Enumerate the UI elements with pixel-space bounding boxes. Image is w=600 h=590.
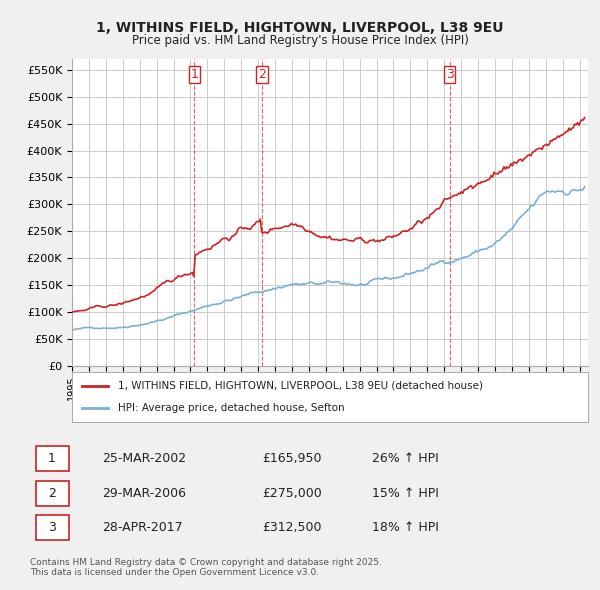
Text: 2: 2	[258, 68, 266, 81]
Text: 1, WITHINS FIELD, HIGHTOWN, LIVERPOOL, L38 9EU: 1, WITHINS FIELD, HIGHTOWN, LIVERPOOL, L…	[96, 21, 504, 35]
Text: 2: 2	[48, 487, 56, 500]
Text: 1: 1	[190, 68, 198, 81]
FancyBboxPatch shape	[35, 446, 68, 471]
Text: 26% ↑ HPI: 26% ↑ HPI	[372, 453, 439, 466]
Text: £312,500: £312,500	[262, 522, 322, 535]
Text: Contains HM Land Registry data © Crown copyright and database right 2025.
This d: Contains HM Land Registry data © Crown c…	[30, 558, 382, 577]
Text: 3: 3	[48, 522, 56, 535]
Text: 15% ↑ HPI: 15% ↑ HPI	[372, 487, 439, 500]
Text: 25-MAR-2002: 25-MAR-2002	[102, 453, 186, 466]
Text: 28-APR-2017: 28-APR-2017	[102, 522, 182, 535]
Text: 29-MAR-2006: 29-MAR-2006	[102, 487, 186, 500]
Text: £275,000: £275,000	[262, 487, 322, 500]
Text: HPI: Average price, detached house, Sefton: HPI: Average price, detached house, Seft…	[118, 403, 345, 413]
FancyBboxPatch shape	[35, 481, 68, 506]
Text: £165,950: £165,950	[262, 453, 322, 466]
Text: 1, WITHINS FIELD, HIGHTOWN, LIVERPOOL, L38 9EU (detached house): 1, WITHINS FIELD, HIGHTOWN, LIVERPOOL, L…	[118, 381, 484, 391]
Text: 3: 3	[446, 68, 454, 81]
Text: Price paid vs. HM Land Registry's House Price Index (HPI): Price paid vs. HM Land Registry's House …	[131, 34, 469, 47]
Text: 18% ↑ HPI: 18% ↑ HPI	[372, 522, 439, 535]
Text: 1: 1	[48, 453, 56, 466]
FancyBboxPatch shape	[35, 515, 68, 540]
